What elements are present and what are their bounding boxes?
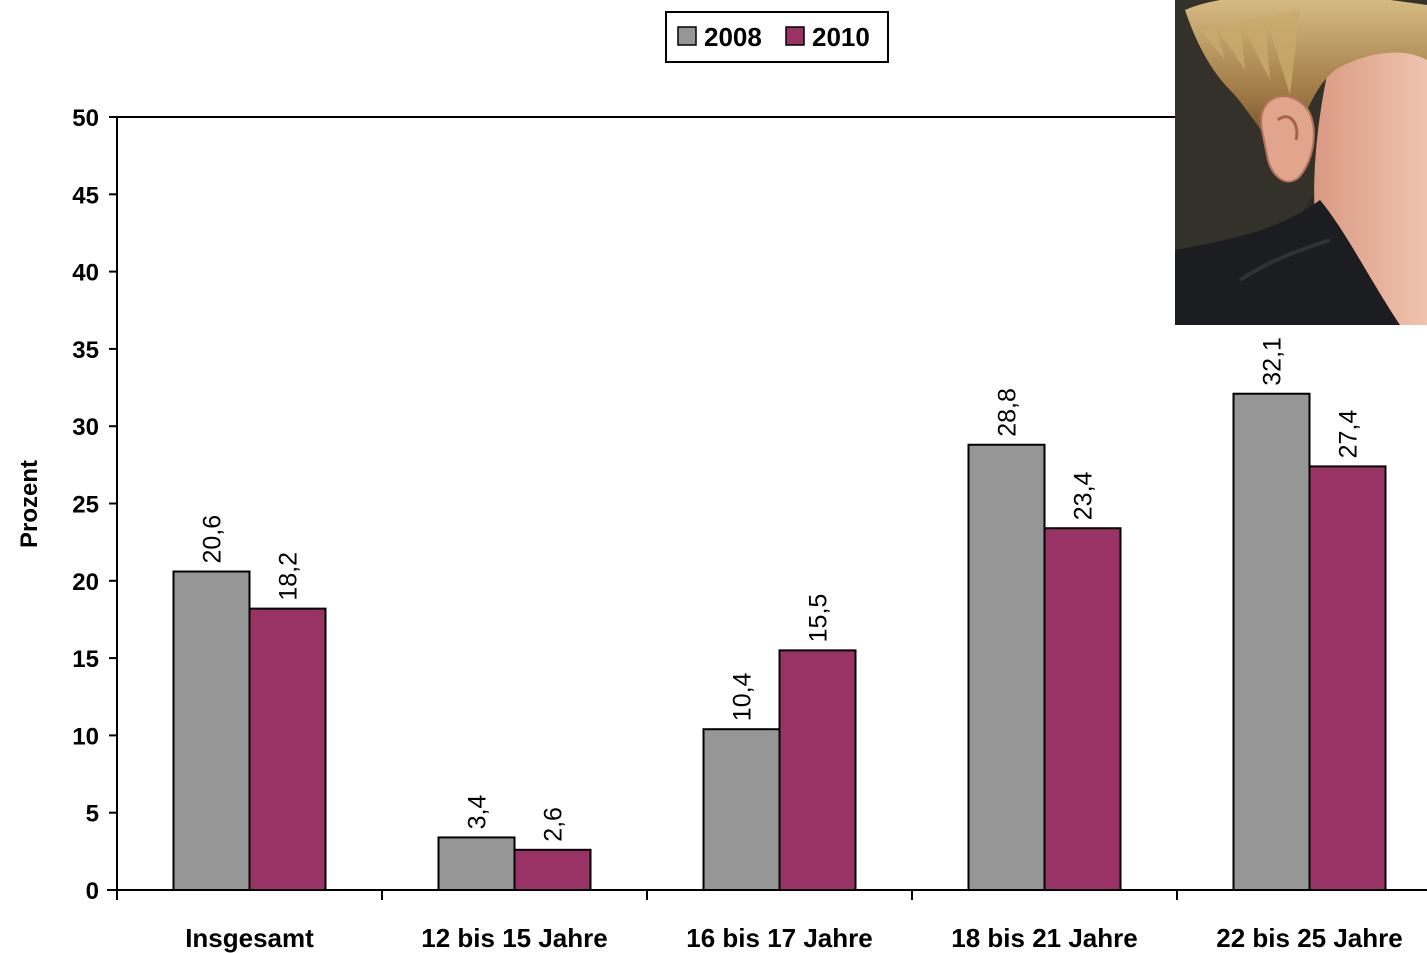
data-label-2010: 2,6 (540, 807, 568, 842)
data-label-2010: 23,4 (1070, 471, 1098, 520)
bar-2010 (513, 848, 592, 892)
x-category-label: 22 bis 25 Jahre (1216, 923, 1402, 953)
data-label-2010: 15,5 (805, 594, 833, 643)
y-tick-label: 20 (72, 569, 99, 596)
bars (172, 392, 1387, 892)
legend-label-2008: 2008 (704, 22, 762, 52)
y-tick-label: 0 (86, 878, 99, 905)
bar-2008 (702, 728, 781, 891)
y-tick-label: 25 (72, 492, 99, 519)
data-label-2010: 27,4 (1335, 410, 1363, 459)
legend-swatch-2010 (785, 26, 805, 46)
y-tick-label: 40 (72, 260, 99, 287)
bar-2010 (1308, 465, 1387, 891)
bar-2008 (1232, 392, 1311, 891)
bar-2010 (248, 607, 327, 891)
legend-label-2010: 2010 (812, 22, 870, 52)
x-category-label: 12 bis 15 Jahre (421, 923, 607, 953)
y-tick-label: 35 (72, 337, 99, 364)
x-category-label: 18 bis 21 Jahre (951, 923, 1137, 953)
bar-2010 (778, 649, 857, 891)
x-category-label: 16 bis 17 Jahre (686, 923, 872, 953)
bar-2008 (172, 570, 251, 891)
data-label-2008: 20,6 (199, 515, 227, 564)
bar-2008 (967, 443, 1046, 891)
bar-2010 (1043, 527, 1122, 892)
data-label-2010: 18,2 (275, 552, 303, 601)
legend-swatch-2008 (677, 26, 697, 46)
data-labels: 20,6 18,2 3,4 2,6 10,4 15,5 28,8 23,4 32,1 27,4 (199, 337, 1363, 842)
bar-2008 (437, 836, 516, 891)
photo-inset (1175, 0, 1427, 325)
axes: 0 5 10 15 20 25 30 35 40 45 50 Insgesamt 12 bis 15 J… (72, 105, 1427, 953)
data-label-2008: 28,8 (994, 388, 1022, 437)
y-axis-title: Prozent (16, 460, 43, 548)
y-tick-label: 15 (72, 646, 99, 673)
data-label-2008: 32,1 (1259, 337, 1287, 386)
y-tick-label: 10 (72, 723, 99, 750)
data-label-2008: 3,4 (464, 795, 492, 830)
y-tick-label: 45 (72, 182, 99, 209)
y-tick-label: 50 (72, 105, 99, 132)
legend-box (665, 11, 889, 63)
y-tick-label: 30 (72, 414, 99, 441)
data-label-2008: 10,4 (729, 672, 757, 721)
legend: 2008 2010 (665, 11, 889, 63)
y-tick-label: 5 (86, 801, 99, 828)
x-category-label: Insgesamt (185, 923, 314, 953)
